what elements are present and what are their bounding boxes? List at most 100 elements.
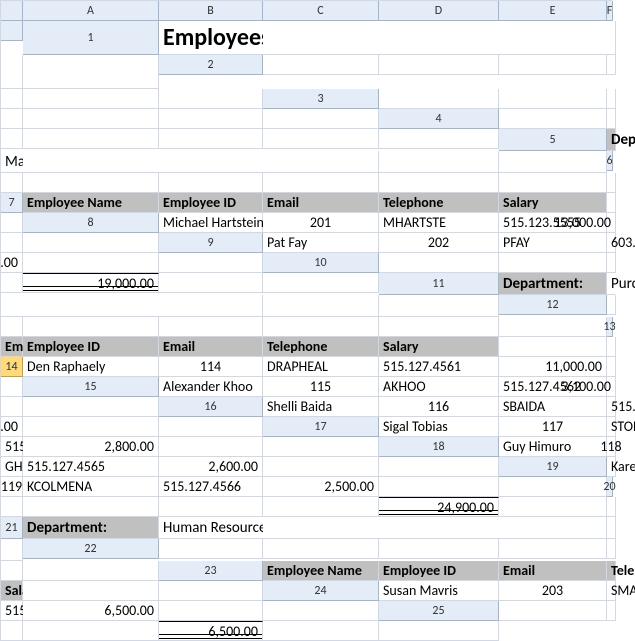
row-header-8[interactable]: 8: [23, 213, 159, 233]
employee-phone[interactable]: 515.127.4561: [379, 357, 499, 377]
empty-cell[interactable]: [263, 129, 379, 149]
col-header-b[interactable]: B: [159, 1, 263, 21]
employee-email[interactable]: MHARTSTE: [379, 213, 499, 233]
empty-cell[interactable]: [499, 151, 607, 173]
empty-cell[interactable]: [379, 253, 499, 273]
employee-id[interactable]: 203: [499, 581, 607, 601]
empty-cell[interactable]: [379, 21, 499, 55]
employee-name[interactable]: Karen Colmenares: [607, 457, 616, 477]
empty-cell[interactable]: [1, 621, 23, 641]
empty-cell[interactable]: [263, 317, 379, 337]
empty-cell[interactable]: [1, 273, 23, 293]
employee-email[interactable]: STOBIAS: [607, 417, 616, 437]
empty-cell[interactable]: [1, 233, 23, 253]
employee-email[interactable]: DRAPHEAL: [263, 357, 379, 377]
employee-id[interactable]: 119: [1, 477, 23, 497]
employee-email[interactable]: AKHOO: [379, 377, 499, 397]
empty-cell[interactable]: [159, 601, 263, 621]
empty-cell[interactable]: [159, 497, 263, 517]
empty-cell[interactable]: [499, 253, 607, 273]
empty-cell[interactable]: [607, 55, 616, 75]
empty-cell[interactable]: [607, 539, 616, 559]
empty-cell[interactable]: [1, 539, 23, 561]
col-header-d[interactable]: D: [379, 1, 499, 21]
row-header-16[interactable]: 16: [159, 397, 263, 417]
empty-cell[interactable]: [607, 497, 616, 517]
empty-cell[interactable]: [499, 497, 607, 517]
empty-cell[interactable]: [607, 357, 616, 377]
row-header-25[interactable]: 25: [379, 601, 499, 621]
row-header-15[interactable]: 15: [23, 377, 159, 397]
row-header-14[interactable]: 14: [1, 357, 23, 377]
empty-cell[interactable]: [159, 317, 263, 337]
employee-email[interactable]: PFAY: [499, 233, 607, 253]
employee-name[interactable]: Shelli Baida: [263, 397, 379, 417]
row-header-3[interactable]: 3: [263, 89, 379, 109]
row-header-11[interactable]: 11: [379, 273, 499, 295]
employee-name[interactable]: Den Raphaely: [23, 357, 159, 377]
employee-phone[interactable]: 603.123.6666: [607, 233, 616, 253]
empty-cell[interactable]: [379, 517, 499, 539]
col-header-c[interactable]: C: [263, 1, 379, 21]
empty-cell[interactable]: [159, 151, 263, 173]
empty-cell[interactable]: [379, 317, 499, 337]
empty-cell[interactable]: [1, 295, 23, 317]
row-header-13[interactable]: 13: [607, 317, 613, 337]
empty-cell[interactable]: [1, 173, 23, 193]
employee-id[interactable]: 114: [159, 357, 263, 377]
empty-cell[interactable]: [1, 561, 23, 581]
employee-phone[interactable]: 515.123.7777: [1, 601, 23, 621]
empty-cell[interactable]: [499, 477, 607, 497]
empty-cell[interactable]: [263, 457, 379, 477]
empty-cell[interactable]: [607, 109, 616, 129]
row-header-20[interactable]: 20: [607, 477, 613, 497]
empty-cell[interactable]: [379, 539, 499, 559]
empty-cell[interactable]: [263, 517, 379, 539]
empty-cell[interactable]: [23, 173, 159, 193]
empty-cell[interactable]: [263, 273, 379, 293]
employee-salary[interactable]: 6,500.00: [23, 601, 159, 621]
employee-name[interactable]: Guy Himuro: [499, 437, 607, 457]
empty-cell[interactable]: [23, 417, 159, 437]
empty-cell[interactable]: [263, 621, 379, 641]
employee-email[interactable]: GHIMURO: [1, 457, 23, 477]
employee-id[interactable]: 202: [379, 233, 499, 253]
employee-salary[interactable]: 2,800.00: [23, 437, 159, 457]
empty-cell[interactable]: [263, 109, 379, 129]
empty-cell[interactable]: [499, 517, 607, 539]
empty-cell[interactable]: [263, 295, 379, 317]
empty-cell[interactable]: [23, 295, 159, 317]
employee-salary[interactable]: 2,900.00: [1, 417, 23, 437]
empty-cell[interactable]: [159, 253, 263, 273]
empty-cell[interactable]: [499, 89, 607, 109]
empty-cell[interactable]: [379, 173, 499, 193]
row-header-21[interactable]: 21: [1, 517, 23, 539]
empty-cell[interactable]: [607, 89, 616, 109]
corner-cell[interactable]: [1, 1, 23, 21]
empty-cell[interactable]: [23, 129, 159, 149]
employee-name[interactable]: Susan Mavris: [379, 581, 499, 601]
employee-email[interactable]: SBAIDA: [499, 397, 607, 417]
empty-cell[interactable]: [607, 601, 616, 621]
row-header-7[interactable]: 7: [1, 193, 23, 213]
empty-cell[interactable]: [607, 193, 616, 213]
empty-cell[interactable]: [607, 337, 616, 357]
employee-name[interactable]: Michael Hartstein: [159, 213, 263, 233]
empty-cell[interactable]: [379, 151, 499, 173]
empty-cell[interactable]: [379, 129, 499, 149]
empty-cell[interactable]: [263, 497, 379, 517]
empty-cell[interactable]: [263, 601, 379, 621]
employee-salary[interactable]: 6,000.00: [1, 253, 23, 273]
empty-cell[interactable]: [159, 173, 263, 193]
empty-cell[interactable]: [263, 55, 379, 75]
empty-cell[interactable]: [159, 129, 263, 149]
empty-cell[interactable]: [1, 377, 23, 397]
row-header-2[interactable]: 2: [159, 55, 263, 75]
empty-cell[interactable]: [23, 233, 159, 253]
empty-cell[interactable]: [499, 21, 607, 55]
row-header-4[interactable]: 4: [379, 109, 499, 129]
empty-cell[interactable]: [1, 109, 23, 129]
empty-cell[interactable]: [263, 437, 379, 457]
employee-salary[interactable]: 11,000.00: [499, 357, 607, 377]
employee-email[interactable]: SMAVRIS: [607, 581, 616, 601]
